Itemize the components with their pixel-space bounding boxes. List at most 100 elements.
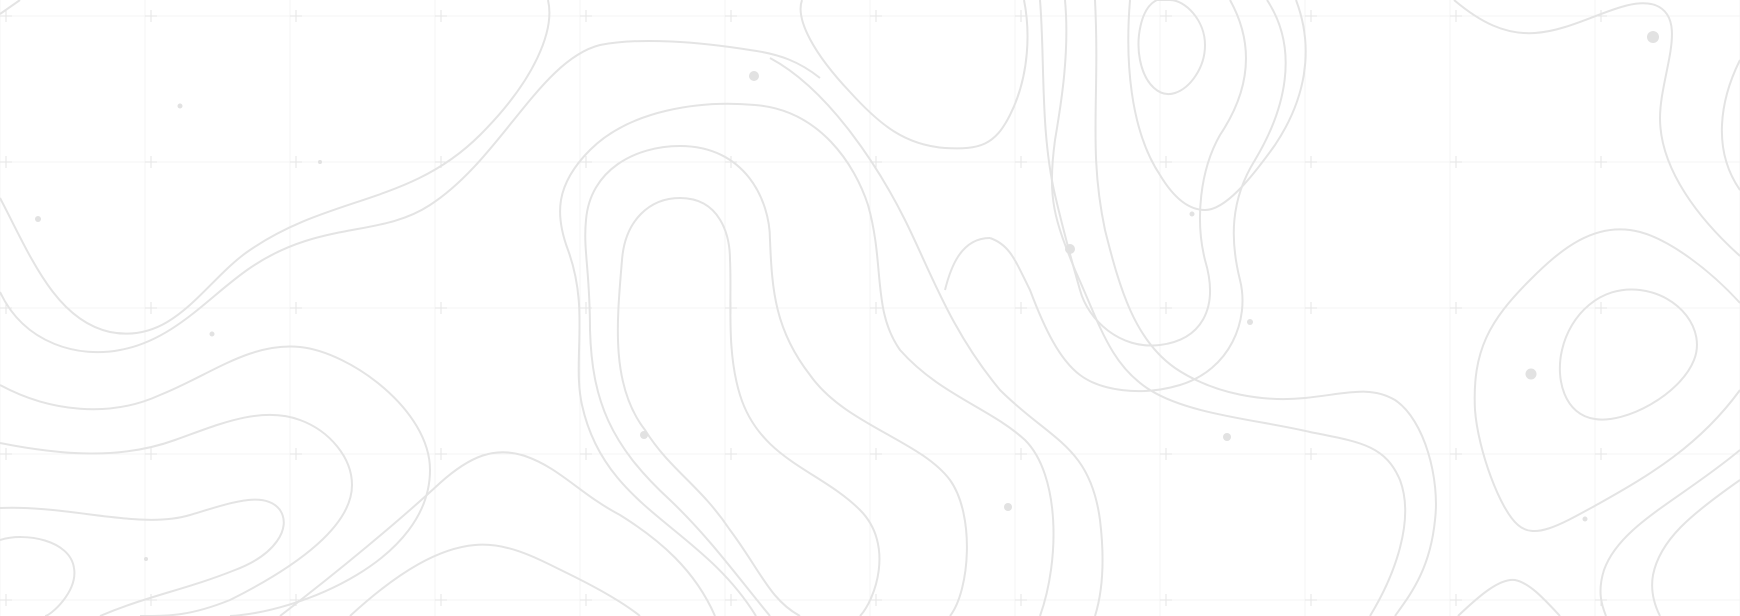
contour-line <box>0 345 432 616</box>
grid-cross-marker <box>580 156 592 168</box>
grid-cross-marker <box>1160 594 1172 606</box>
grid-cross-marker <box>1015 156 1027 168</box>
grid-cross-marker <box>1015 302 1027 314</box>
grid-cross-markers <box>0 10 1607 606</box>
contour-line <box>1094 0 1437 616</box>
contour-line <box>584 145 771 616</box>
grid-cross-marker <box>870 448 882 460</box>
contour-line <box>1599 449 1740 616</box>
grid-cross-marker <box>290 10 302 22</box>
grid-cross-marker <box>145 10 157 22</box>
contour-line <box>0 413 354 616</box>
elevation-marker <box>1189 211 1195 217</box>
grid-cross-marker <box>725 156 737 168</box>
grid-cross-marker <box>580 594 592 606</box>
contour-line <box>0 536 76 616</box>
grid-cross-marker <box>870 594 882 606</box>
grid-cross-marker <box>290 156 302 168</box>
contour-line <box>616 197 801 616</box>
grid-cross-marker <box>435 10 447 22</box>
contour-line <box>1453 0 1740 257</box>
elevation-marker <box>1582 516 1588 522</box>
grid-cross-marker <box>0 10 12 22</box>
grid-cross-marker <box>1305 10 1317 22</box>
contour-line <box>679 145 968 616</box>
grid-cross-marker <box>1595 156 1607 168</box>
grid-cross-marker <box>1450 594 1462 606</box>
contour-line <box>1651 479 1740 616</box>
contour-line <box>1039 0 1247 347</box>
grid-cross-marker <box>0 448 12 460</box>
contour-line <box>944 237 991 291</box>
contour-line <box>679 197 881 616</box>
grid-cross-marker <box>870 302 882 314</box>
grid-cross-marker <box>1160 156 1172 168</box>
contour-line <box>1457 578 1561 616</box>
grid-cross-marker <box>580 448 592 460</box>
grid-cross-marker <box>1160 302 1172 314</box>
elevation-marker <box>209 331 215 337</box>
elevation-marker <box>318 160 322 164</box>
contour-line <box>279 451 716 616</box>
grid-cross-marker <box>870 10 882 22</box>
grid-cross-marker <box>290 448 302 460</box>
contour-line <box>989 0 1287 393</box>
contour-line <box>754 104 1055 616</box>
grid-cross-marker <box>1305 302 1317 314</box>
elevation-marker <box>144 557 148 561</box>
grid-cross-marker <box>580 10 592 22</box>
grid-cross-marker <box>290 302 302 314</box>
contour-line <box>1473 228 1740 533</box>
grid-cross-marker <box>1450 302 1462 314</box>
grid-cross-marker <box>145 156 157 168</box>
contour-line <box>559 102 757 616</box>
elevation-marker <box>640 431 648 439</box>
elevation-marker <box>1247 319 1253 325</box>
elevation-marker <box>749 71 759 81</box>
grid-cross-marker <box>435 448 447 460</box>
grid-cross-marker <box>1595 448 1607 460</box>
contour-line <box>0 39 821 354</box>
grid-cross-marker <box>435 594 447 606</box>
grid-cross-marker <box>1450 156 1462 168</box>
grid-cross-marker <box>1305 448 1317 460</box>
grid-cross-marker <box>0 156 12 168</box>
elevation-marker <box>1647 31 1659 43</box>
grid-cross-marker <box>1015 10 1027 22</box>
grid-cross-marker <box>435 302 447 314</box>
grid-cross-marker <box>1160 448 1172 460</box>
contour-line <box>349 543 641 616</box>
contour-line <box>1720 59 1740 191</box>
elevation-marker <box>1004 503 1012 511</box>
grid-cross-marker <box>1015 594 1027 606</box>
grid-cross-marker <box>1305 156 1317 168</box>
elevation-marker <box>1065 244 1075 254</box>
contour-line <box>1127 0 1307 212</box>
grid-cross-marker <box>0 594 12 606</box>
grid-cross-marker <box>725 448 737 460</box>
grid-cross-marker <box>1450 448 1462 460</box>
grid-cross-marker <box>1160 10 1172 22</box>
contour-line <box>769 57 1104 616</box>
grid-cross-marker <box>1595 302 1607 314</box>
elevation-markers <box>35 31 1659 561</box>
grid-cross-marker <box>1015 448 1027 460</box>
grid-cross-marker <box>145 448 157 460</box>
grid-cross-marker <box>145 302 157 314</box>
contour-line <box>1558 288 1698 421</box>
elevation-marker <box>177 103 183 109</box>
contour-line <box>0 0 21 15</box>
grid-cross-marker <box>1450 10 1462 22</box>
elevation-marker <box>35 216 41 222</box>
contour-line <box>0 0 551 335</box>
contour-line <box>0 498 285 616</box>
grid-cross-marker <box>725 10 737 22</box>
grid-cross-marker <box>725 594 737 606</box>
elevation-marker <box>1223 433 1231 441</box>
contour-line <box>799 0 1029 150</box>
contour-line <box>1137 0 1207 96</box>
elevation-marker <box>1525 368 1537 380</box>
